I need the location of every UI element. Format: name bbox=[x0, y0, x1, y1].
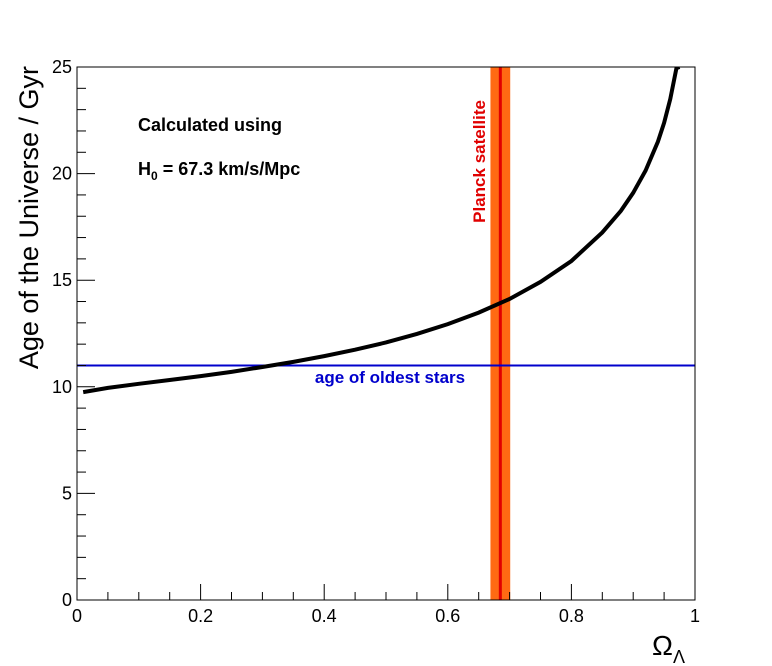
y-axis-label: Age of the Universe / Gyr bbox=[14, 66, 44, 369]
annotation-h-symbol: H bbox=[138, 159, 151, 179]
x-tick-label: 0.2 bbox=[188, 606, 213, 626]
x-tick-label: 0.6 bbox=[435, 606, 460, 626]
x-axis-label-main: Ω bbox=[652, 630, 673, 661]
annotation-h-subscript: 0 bbox=[151, 169, 158, 183]
y-tick-label: 20 bbox=[52, 164, 72, 184]
y-tick-label: 15 bbox=[52, 270, 72, 290]
annotation-line-1: Calculated using bbox=[138, 115, 282, 135]
y-tick-label: 5 bbox=[62, 483, 72, 503]
x-axis-label-sub: Λ bbox=[673, 647, 685, 666]
annotation-h-value: = 67.3 km/s/Mpc bbox=[158, 159, 301, 179]
age-curve bbox=[82, 67, 681, 395]
x-axis: 0 0.2 0.4 0.6 0.8 1 bbox=[72, 584, 700, 626]
y-tick-label: 0 bbox=[62, 590, 72, 610]
oldest-stars-label: age of oldest stars bbox=[315, 368, 465, 387]
planck-label: Planck satellite bbox=[470, 100, 489, 223]
x-tick-label: 1 bbox=[690, 606, 700, 626]
annotation-line-2: H0 = 67.3 km/s/Mpc bbox=[138, 159, 300, 183]
x-axis-label: ΩΛ bbox=[652, 630, 685, 666]
x-tick-label: 0.4 bbox=[312, 606, 337, 626]
x-tick-label: 0.8 bbox=[559, 606, 584, 626]
y-tick-label: 25 bbox=[52, 57, 72, 77]
x-tick-label: 0 bbox=[72, 606, 82, 626]
y-tick-label: 10 bbox=[52, 377, 72, 397]
y-axis: 0 5 10 15 20 25 bbox=[52, 57, 95, 610]
plot-frame bbox=[76, 66, 696, 601]
